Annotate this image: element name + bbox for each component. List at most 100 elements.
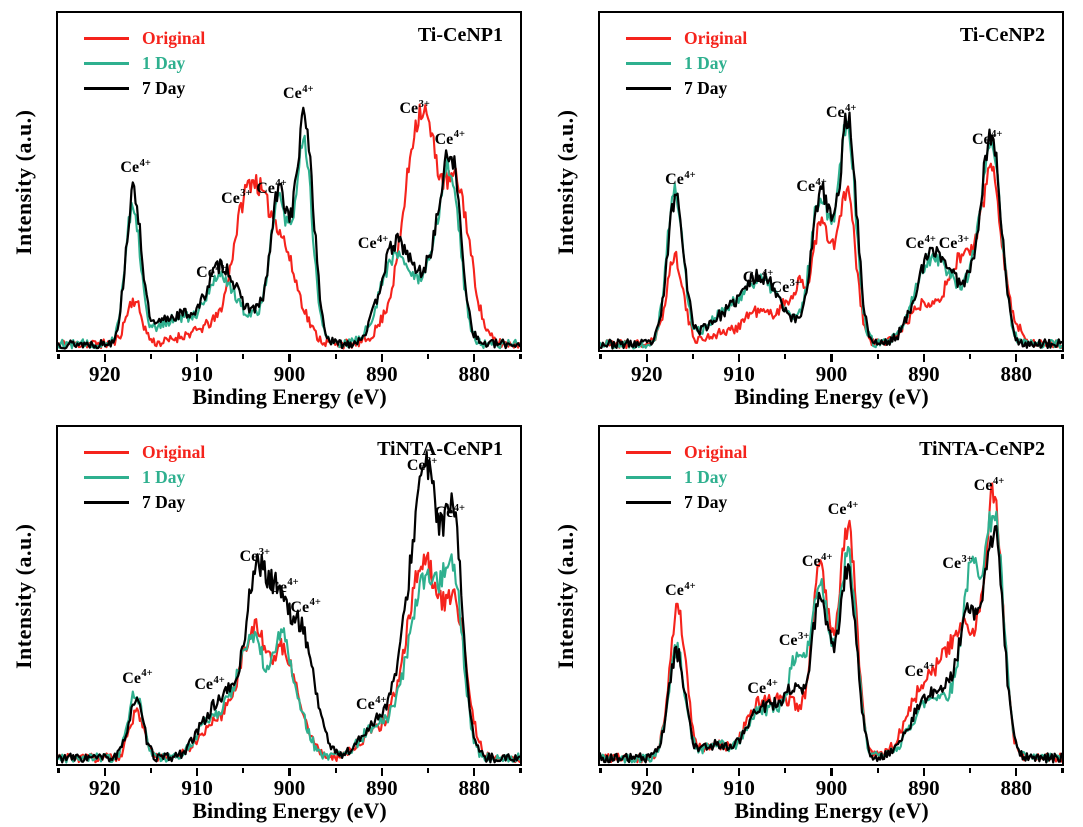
x-major-tick (1015, 353, 1018, 362)
plot-area: Original 1 Day 7 Day TiNTA-CeNP1 Ce4+ Ce4… (56, 425, 522, 766)
peak-label-ce3plus: Ce3+ (221, 188, 252, 207)
legend: Original 1 Day 7 Day (84, 440, 205, 515)
peak-label-ce4plus: Ce4+ (973, 476, 1005, 495)
x-minor-tick (876, 767, 879, 773)
legend-label-1day: 1 Day (142, 466, 186, 487)
x-tick-label: 920 (630, 775, 663, 800)
panel-title: TiNTA-CeNP1 (377, 438, 503, 460)
peak-label-ce4plus: Ce4+ (742, 267, 774, 286)
y-axis-label: Intensity (a.u.) (553, 523, 578, 669)
x-minor-tick (784, 353, 787, 359)
x-major-tick (380, 353, 383, 362)
peak-label-ce4plus: Ce4+ (196, 262, 227, 281)
legend-line-1day (626, 476, 671, 479)
legend-label-1day: 1 Day (684, 52, 728, 73)
x-tick-label: 890 (366, 775, 398, 800)
legend-line-original (626, 37, 671, 40)
legend-label-original: Original (142, 441, 206, 462)
legend-label-original: Original (684, 441, 748, 462)
x-minor-tick (599, 353, 602, 359)
panel-tinta-cenp1: Intensity (a.u.) Original 1 Day 7 Day Ti… (0, 414, 541, 827)
x-minor-tick (149, 767, 152, 773)
legend-line-7day (626, 87, 671, 90)
peak-label-ce4plus: Ce4+ (665, 169, 696, 189)
curve-7-day (58, 106, 520, 350)
peak-label-ce4plus: Ce4+ (268, 577, 299, 596)
peak-label-ce4plus: Ce4+ (434, 129, 465, 148)
x-axis-label: Binding Energy (eV) (192, 384, 387, 409)
legend-line-original (84, 451, 129, 454)
legend-item-1day: 1 Day (626, 465, 747, 490)
curve-1-day (58, 553, 520, 764)
x-minor-tick (242, 353, 245, 359)
x-minor-tick (1061, 353, 1064, 359)
peak-label-ce3plus: Ce3+ (399, 99, 430, 118)
legend-line-original (626, 451, 671, 454)
legend-line-7day (84, 501, 129, 504)
y-axis-label: Intensity (a.u.) (11, 523, 36, 669)
peak-label-ce4plus: Ce4+ (665, 580, 696, 599)
peak-label-ce3plus: Ce3+ (406, 455, 438, 475)
legend-item-1day: 1 Day (84, 51, 205, 76)
x-minor-tick (784, 767, 787, 773)
panel-title: Ti-CeNP2 (959, 24, 1045, 46)
x-major-tick (196, 767, 199, 776)
panel-ti-cenp2: Intensity (a.u.) Original 1 Day 7 Day Ti… (542, 0, 1083, 413)
x-axis-ticks: 920 910 900 890 880 (57, 767, 522, 826)
legend-line-1day (84, 62, 129, 65)
spectra-curves (58, 103, 520, 350)
panel-tinta-cenp2: Intensity (a.u.) Original 1 Day 7 Day Ti… (542, 414, 1083, 827)
curve-7-day (600, 525, 1062, 764)
x-tick-label: 890 (366, 361, 398, 386)
x-minor-tick (599, 767, 602, 773)
legend-item-original: Original (626, 26, 747, 51)
x-tick-label: 880 (1000, 361, 1033, 386)
legend-label-7day: 7 Day (684, 491, 728, 512)
x-tick-label: 880 (458, 361, 491, 386)
x-major-tick (922, 767, 925, 776)
x-major-tick (738, 767, 741, 776)
plot-area: Original 1 Day 7 Day Ti-CeNP2 Ce4+ Ce4+ Ce… (598, 11, 1064, 352)
x-axis-label: Binding Energy (eV) (734, 798, 929, 823)
x-tick-label: 890 (908, 775, 940, 800)
legend-item-original: Original (626, 440, 747, 465)
x-major-tick (288, 353, 291, 362)
y-axis-label: Intensity (a.u.) (11, 109, 36, 255)
x-major-tick (103, 767, 106, 776)
x-major-tick (922, 353, 925, 362)
curve-original (600, 162, 1062, 350)
plot-area: Original 1 Day 7 Day TiNTA-CeNP2 Ce4+ Ce4… (598, 425, 1064, 766)
x-minor-tick (242, 767, 245, 773)
y-axis-label: Intensity (a.u.) (553, 109, 578, 255)
x-tick-label: 900 (273, 361, 306, 386)
legend-label-original: Original (684, 27, 748, 48)
x-tick-label: 910 (723, 775, 755, 800)
peak-label-ce4plus: Ce4+ (801, 551, 833, 571)
panel-title: Ti-CeNP1 (417, 24, 503, 46)
x-minor-tick (1061, 767, 1064, 773)
x-major-tick (473, 353, 476, 362)
x-minor-tick (427, 767, 430, 773)
x-minor-tick (57, 353, 60, 359)
x-tick-label: 910 (723, 361, 755, 386)
x-minor-tick (876, 353, 879, 359)
panel-ti-cenp1: Intensity (a.u.) Original 1 Day 7 Day Ti… (0, 0, 541, 413)
peak-label-ce4plus: Ce4+ (796, 176, 827, 195)
peak-label-ce3plus: Ce3+ (239, 546, 270, 566)
spectra-curves (600, 482, 1062, 764)
peak-label-ce4plus: Ce4+ (290, 597, 321, 616)
x-axis-label: Binding Energy (eV) (734, 384, 929, 409)
curve-7-day (58, 450, 520, 764)
x-minor-tick (969, 767, 972, 773)
legend-label-original: Original (142, 27, 206, 48)
x-tick-label: 900 (815, 775, 848, 800)
x-axis-ticks: 920 910 900 890 880 (599, 353, 1064, 412)
legend-label-1day: 1 Day (684, 466, 728, 487)
legend-item-7day: 7 Day (626, 490, 747, 515)
x-minor-tick (519, 353, 522, 359)
peak-label-ce4plus: Ce4+ (434, 503, 465, 522)
peak-label-ce3plus: Ce3+ (778, 631, 810, 650)
x-tick-label: 920 (88, 775, 121, 800)
peak-label-ce4plus: Ce4+ (971, 129, 1003, 148)
peak-label-ce3plus: Ce3+ (942, 553, 973, 572)
